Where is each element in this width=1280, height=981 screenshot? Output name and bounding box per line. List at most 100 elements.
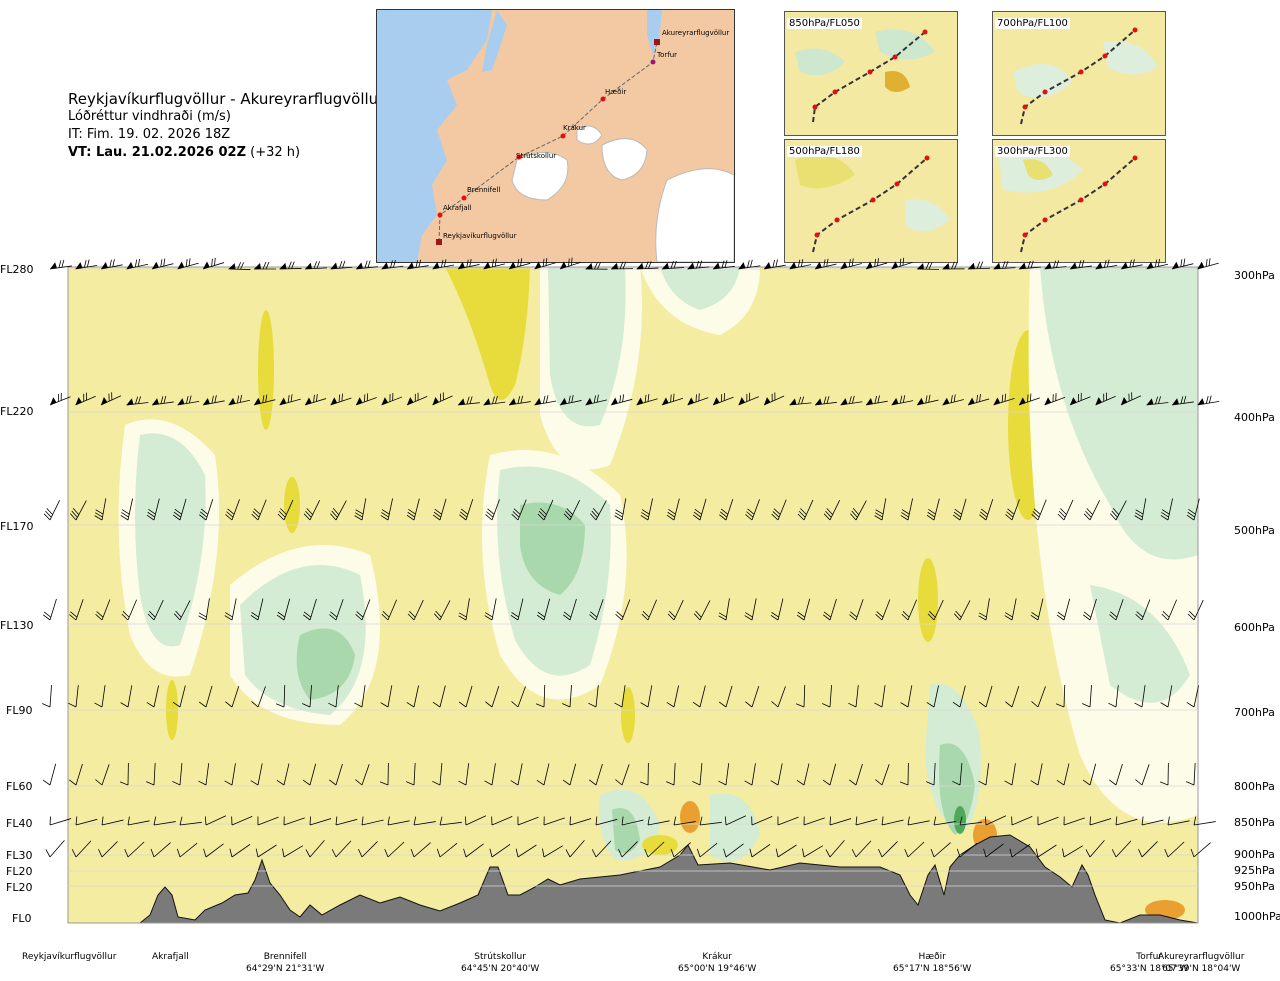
wind-barb xyxy=(610,394,633,406)
field-blob xyxy=(520,502,585,595)
route-map-svg: Akureyrarflugvöllur Torfur Hæðir Krákur … xyxy=(377,10,734,262)
field-blob xyxy=(135,433,206,647)
wind-barb xyxy=(1055,684,1066,708)
wind-barb xyxy=(822,763,837,786)
wind-barb xyxy=(983,843,1004,858)
wind-barb xyxy=(146,763,156,786)
station-label: Torfur 65°33'N 18°07'W xyxy=(1110,951,1188,975)
wind-barb xyxy=(967,394,990,406)
wind-barb xyxy=(565,840,585,858)
wind-barb xyxy=(771,686,786,708)
wind-barb xyxy=(907,816,930,826)
variable-label: Lóðréttur vindhraði (m/s) xyxy=(68,109,231,124)
wind-barb xyxy=(1089,816,1112,826)
wind-barb xyxy=(120,498,133,521)
glacier-3 xyxy=(655,168,734,262)
wind-barb xyxy=(43,500,61,521)
route-marker-reykjavik xyxy=(436,239,442,245)
inset-850: 850hPa/FL050 xyxy=(784,11,958,136)
wind-barb xyxy=(953,600,971,621)
wind-barb xyxy=(614,685,626,708)
fl-label: FL0 xyxy=(12,912,32,925)
wind-barb xyxy=(795,684,806,708)
wind-barb xyxy=(1062,845,1084,858)
wind-barb xyxy=(328,763,343,786)
wind-barb xyxy=(537,499,554,521)
field-blob xyxy=(445,267,530,400)
route-point-krakur xyxy=(560,133,566,139)
wind-barb xyxy=(1197,395,1220,406)
vertical-velocity-field xyxy=(68,267,1198,923)
field-blob xyxy=(660,267,740,310)
wind-barb xyxy=(699,816,722,826)
wind-barb xyxy=(666,498,680,521)
wind-barb xyxy=(330,500,347,521)
wind-barb xyxy=(942,261,965,270)
wind-barb xyxy=(693,600,711,621)
inset-700: 700hPa/FL100 xyxy=(992,11,1166,136)
wind-barb xyxy=(536,763,550,786)
station-name: Akrafjall xyxy=(152,952,189,962)
wind-barb xyxy=(967,261,991,270)
wind-barb xyxy=(42,685,52,708)
wind-barb xyxy=(489,844,511,858)
wind-barb xyxy=(1063,816,1085,826)
wind-barb xyxy=(692,498,707,521)
wind-barb xyxy=(69,599,84,621)
wind-barb xyxy=(172,498,187,521)
wind-barb xyxy=(661,393,684,406)
wind-barb xyxy=(745,499,760,521)
wind-barb xyxy=(875,764,890,786)
wind-barb xyxy=(692,685,706,708)
wind-barb xyxy=(640,685,653,708)
wind-barb xyxy=(151,258,174,270)
wind-barb xyxy=(829,816,852,826)
wind-barb xyxy=(510,598,524,621)
wind-barb xyxy=(146,685,159,708)
wind-barb xyxy=(491,816,513,826)
wind-barb xyxy=(926,763,936,786)
field-blob xyxy=(939,743,975,835)
station-label: Akureyrarflugvöllur 65°39'N 18°04'W xyxy=(1158,951,1244,975)
field-blob xyxy=(1040,267,1198,560)
hpa-label: 1000hPa xyxy=(1234,910,1280,923)
wind-barb xyxy=(692,763,703,786)
wind-barb xyxy=(147,599,164,621)
wind-barb xyxy=(814,258,837,270)
route-point-torfur xyxy=(650,59,656,65)
hpa-label: 300hPa xyxy=(1234,269,1275,282)
wind-barb xyxy=(225,685,240,708)
wind-barb xyxy=(1069,392,1091,406)
wind-barb xyxy=(173,600,191,621)
hpa-label: 500hPa xyxy=(1234,524,1275,537)
wind-barb xyxy=(1193,816,1216,826)
wind-barb xyxy=(354,685,366,708)
station-label: Akrafjall xyxy=(152,951,189,963)
wind-barb xyxy=(1135,764,1150,786)
station-name: Reykjavíkurflugvöllur xyxy=(22,952,117,962)
wind-barb xyxy=(464,815,487,826)
wind-barb xyxy=(75,392,96,406)
wind-barb xyxy=(1082,598,1097,621)
wind-barb xyxy=(1120,392,1142,406)
wind-barb xyxy=(305,840,325,858)
inset-label: 700hPa/FL100 xyxy=(995,18,1070,29)
wind-barb xyxy=(120,685,133,708)
wind-barb xyxy=(865,258,888,270)
map-label: Krákur xyxy=(563,124,586,132)
wind-barb xyxy=(276,763,290,786)
wind-barb xyxy=(439,816,462,826)
field-blob xyxy=(258,310,274,430)
wind-barb xyxy=(202,257,225,270)
wind-barb xyxy=(355,599,371,621)
wind-barb xyxy=(255,844,277,858)
fjord-west xyxy=(482,10,507,72)
map-label: Akureyrarflugvöllur xyxy=(662,29,729,37)
wind-barb xyxy=(275,684,286,708)
wind-barb xyxy=(1160,498,1173,521)
wind-barb xyxy=(1167,816,1190,826)
wind-barb xyxy=(42,598,57,621)
wind-barb xyxy=(930,842,951,858)
wind-barb xyxy=(1056,598,1071,621)
wind-barb xyxy=(302,598,317,621)
